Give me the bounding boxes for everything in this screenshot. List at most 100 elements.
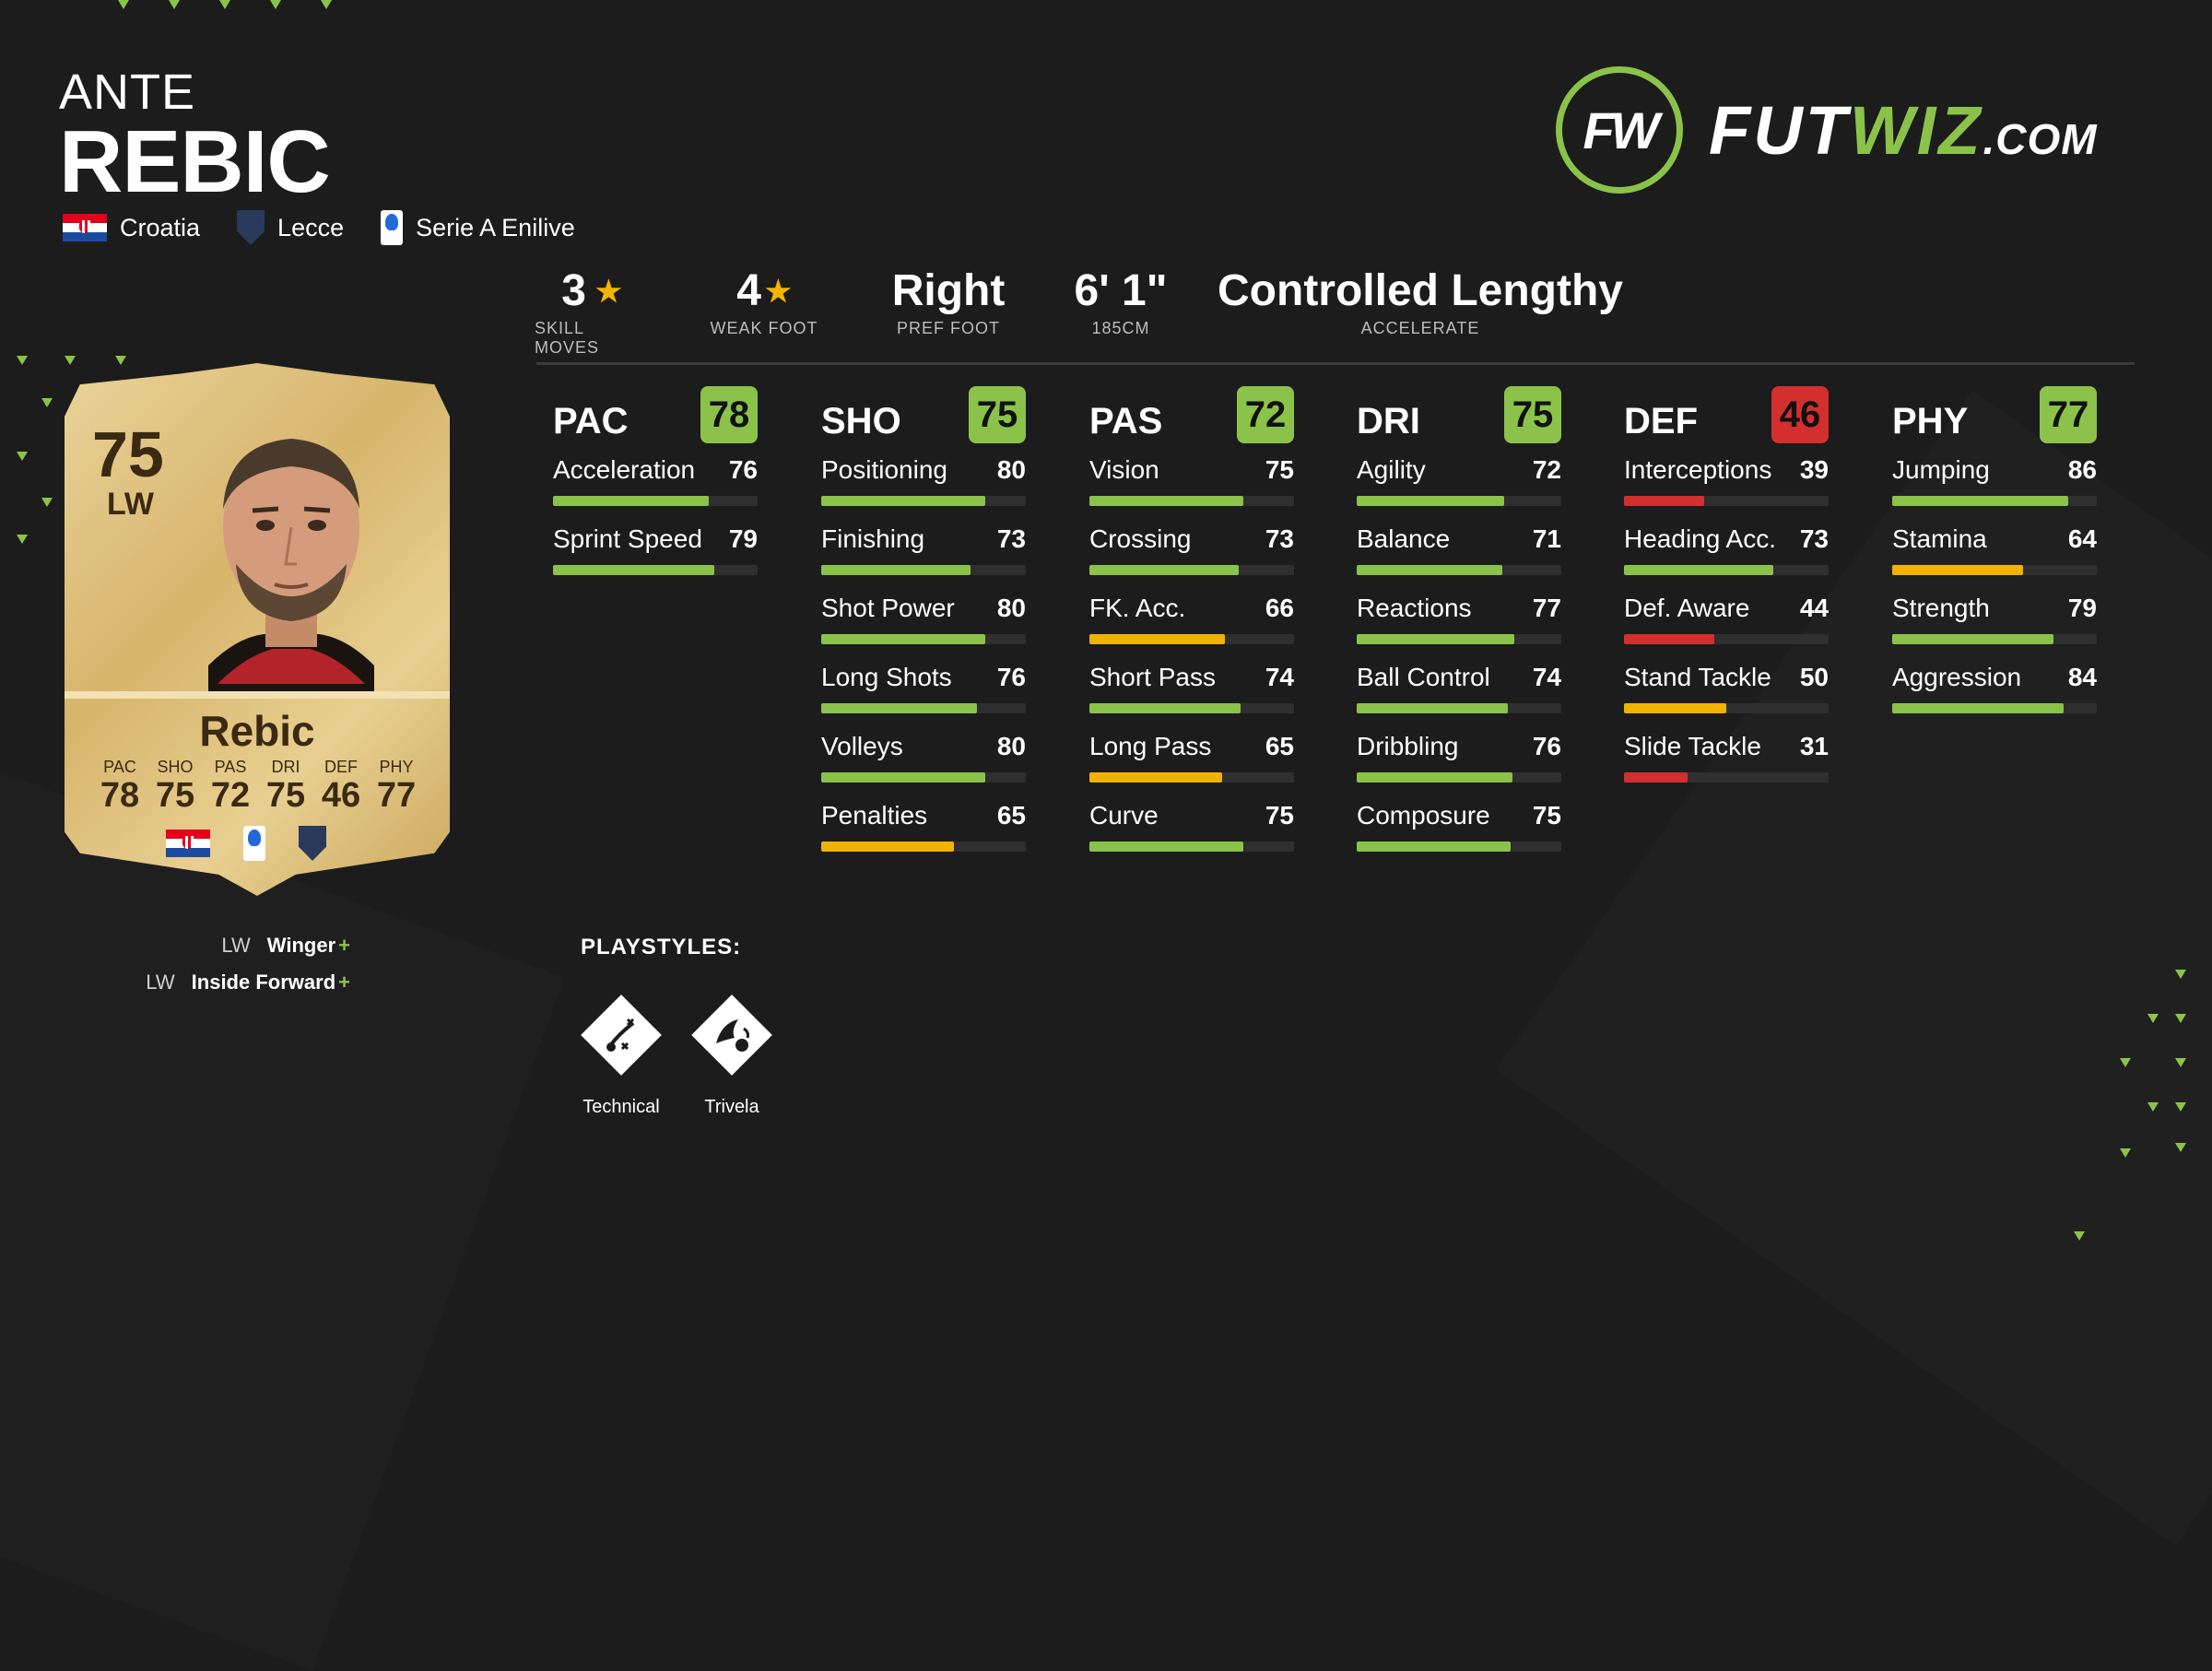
stat-row: Crossing 73: [1089, 513, 1294, 582]
stat-name: Composure: [1357, 801, 1490, 830]
stat-bar-track: [1089, 634, 1294, 644]
trivela-icon: [691, 994, 772, 1076]
stat-value: 76: [1532, 732, 1561, 760]
stat-name: Stamina: [1892, 524, 1987, 553]
stat-bar-track: [821, 565, 1026, 575]
stat-bar-fill: [1357, 703, 1509, 713]
stat-name: Curve: [1089, 801, 1159, 830]
stat-row: Sprint Speed 79: [553, 513, 758, 582]
stat-group-header: PAC 78: [553, 385, 758, 444]
stat-value: 64: [2067, 524, 2097, 553]
stat-group-sho: SHO 75 Positioning 80 Finishing 73 Shot Power 8…: [821, 385, 1026, 859]
stat-bar-track: [1892, 634, 2097, 644]
stat-bar-fill: [821, 703, 977, 713]
league-link[interactable]: Serie A Enilive: [381, 210, 575, 245]
decorative-triangle: [2175, 1102, 2186, 1112]
stat-bar-fill: [1892, 565, 2024, 575]
stat-bar-fill: [1624, 634, 1714, 644]
stat-bar-fill: [1357, 565, 1502, 575]
stat-row: Long Pass 65: [1089, 721, 1294, 790]
decorative-triangle: [65, 356, 76, 365]
stat-group-def: DEF 46 Interceptions 39 Heading Acc. 73 Def. A…: [1624, 385, 1829, 790]
stat-bar-track: [1624, 565, 1829, 575]
stat-bar-track: [821, 496, 1026, 506]
stat-group-name: SHO: [821, 400, 901, 441]
stat-value: 50: [1799, 663, 1829, 691]
stat-group-rating: 46: [1771, 386, 1829, 443]
stat-value: 71: [1532, 524, 1561, 553]
stat-value: 44: [1799, 594, 1829, 622]
card-stat-value: 77: [376, 776, 417, 815]
role-item[interactable]: LW Winger +: [221, 934, 350, 957]
card-stat-dri: DRI 75: [258, 758, 313, 814]
stat-row: Finishing 73: [821, 513, 1026, 582]
stat-row: Def. Aware 44: [1624, 582, 1829, 652]
decorative-triangle: [118, 0, 129, 9]
stat-row: Interceptions 39: [1624, 444, 1829, 513]
player-meta: Croatia Lecce Serie A Enilive: [63, 210, 612, 245]
stat-group-name: DRI: [1357, 400, 1420, 441]
stat-value: 79: [2067, 594, 2097, 622]
card-stat-pas: PAS 72: [203, 758, 258, 814]
club-link[interactable]: Lecce: [237, 210, 344, 245]
playstyle-trivela[interactable]: Trivela: [677, 994, 787, 1118]
decorative-triangle: [219, 0, 230, 9]
croatia-flag-icon: [166, 830, 210, 857]
stat-bar-track: [1624, 772, 1829, 783]
stat-bar-fill: [553, 496, 709, 506]
stat-name: Volleys: [821, 732, 903, 760]
decorative-triangle: [2120, 1148, 2131, 1158]
stat-name: Finishing: [821, 524, 925, 553]
stat-bar-track: [1357, 841, 1561, 852]
decorative-triangle: [2175, 1143, 2186, 1152]
stat-bar-fill: [1892, 496, 2068, 506]
serie-a-badge-icon: [243, 826, 265, 861]
decorative-triangle: [2175, 970, 2186, 979]
lecce-badge-icon: [237, 210, 265, 245]
stat-row: Shot Power 80: [821, 582, 1026, 652]
stat-row: Volleys 80: [821, 721, 1026, 790]
stat-bar-track: [821, 841, 1026, 852]
stat-bar-track: [1624, 634, 1829, 644]
stat-row: Ball Control 74: [1357, 652, 1561, 721]
player-photo: [208, 439, 374, 695]
stat-bar-fill: [1624, 772, 1688, 783]
stat-bar-track: [1089, 841, 1294, 852]
lecce-badge-icon: [299, 826, 326, 861]
stat-bar-track: [1357, 496, 1561, 506]
decorative-triangle: [270, 0, 281, 9]
stat-bar-track: [1089, 703, 1294, 713]
card-stat-label: PHY: [379, 758, 414, 776]
futwiz-logo[interactable]: FW FUTWIZ.COM: [1556, 66, 2098, 194]
role-item[interactable]: LW Inside Forward +: [146, 971, 350, 994]
stat-name: Interceptions: [1624, 455, 1772, 484]
stat-bar-fill: [1089, 634, 1225, 644]
stat-row: Jumping 86: [1892, 444, 2097, 513]
stat-row: Aggression 84: [1892, 652, 2097, 721]
card-stat-label: SHO: [157, 758, 194, 776]
serie-a-badge-icon: [381, 210, 404, 245]
stat-name: Aggression: [1892, 663, 2022, 691]
nation-link[interactable]: Croatia: [63, 214, 200, 242]
stat-name: Balance: [1357, 524, 1451, 553]
stat-row: Reactions 77: [1357, 582, 1561, 652]
stat-bar-fill: [1089, 772, 1223, 783]
stat-bar-fill: [821, 841, 955, 852]
decorative-triangle: [41, 498, 53, 507]
stat-bar-fill: [1624, 565, 1774, 575]
stat-name: Slide Tackle: [1624, 732, 1761, 760]
stat-name: FK. Acc.: [1089, 594, 1186, 622]
stat-row: Balance 71: [1357, 513, 1561, 582]
stat-bar-fill: [1089, 496, 1243, 506]
stat-group-rating: 78: [700, 386, 758, 443]
stat-row: FK. Acc. 66: [1089, 582, 1294, 652]
playstyle-technical[interactable]: Technical: [566, 994, 677, 1118]
card-stat-label: PAC: [103, 758, 136, 776]
stat-bar-track: [1357, 703, 1561, 713]
stat-value: 74: [1532, 663, 1561, 691]
card-stat-label: DEF: [324, 758, 358, 776]
card-stat-sho: SHO 75: [147, 758, 203, 814]
league-name: Serie A Enilive: [416, 213, 575, 241]
stat-value: 75: [1265, 801, 1294, 830]
decorative-triangle: [17, 452, 28, 461]
